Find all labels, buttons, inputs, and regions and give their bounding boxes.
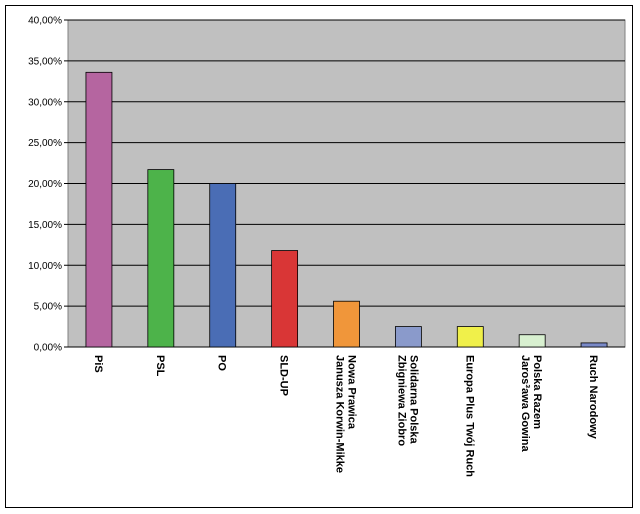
- x-tick-label-line: Zbigniewa Ziobro: [395, 355, 407, 446]
- bar: [147, 169, 175, 348]
- x-tick-label-line: Jaros³awa Gowina: [519, 355, 531, 452]
- x-tick-label-line: SLD-UP: [278, 355, 290, 396]
- bar: [209, 183, 237, 348]
- y-tick-label: 15,00%: [28, 220, 62, 231]
- x-tick-label-line: PSL: [154, 355, 166, 377]
- x-tick-label: Ruch Narodowy: [587, 355, 599, 440]
- x-tick-label-line: Ruch Narodowy: [587, 355, 599, 440]
- x-tick-label: PSL: [154, 355, 166, 377]
- y-tick-label: 5,00%: [34, 302, 62, 313]
- bar: [85, 71, 113, 348]
- y-tick-label: 35,00%: [28, 56, 62, 67]
- x-tick-label: Europa Plus Twój Ruch: [463, 355, 475, 477]
- x-tick-label-line: Europa Plus Twój Ruch: [463, 355, 475, 477]
- x-tick-label-line: PiS: [92, 355, 104, 373]
- x-tick-label: Polska RazemJaros³awa Gowina: [519, 355, 543, 452]
- x-tick-label: Solidarna PolskaZbigniewa Ziobro: [395, 355, 419, 446]
- y-tick-label: 20,00%: [28, 179, 62, 190]
- y-tick-label: 30,00%: [28, 97, 62, 108]
- y-tick-label: 40,00%: [28, 16, 62, 27]
- x-tick-label-line: Polska Razem: [531, 355, 543, 429]
- y-tick-label: 0,00%: [34, 343, 62, 354]
- x-tick-label-line: PO: [216, 355, 228, 371]
- y-tick-label: 25,00%: [28, 138, 62, 149]
- bar: [394, 326, 422, 348]
- bar: [580, 342, 608, 348]
- bar: [333, 300, 360, 348]
- x-tick-label: PO: [216, 355, 228, 371]
- x-tick-label-line: Solidarna Polska: [407, 355, 419, 445]
- x-tick-label-line: Nowa Prawica: [346, 355, 358, 430]
- x-tick-label: SLD-UP: [278, 355, 290, 396]
- bar: [456, 326, 484, 348]
- x-tick-label: PiS: [92, 355, 104, 373]
- bar: [271, 250, 299, 348]
- y-tick-label: 10,00%: [28, 261, 62, 272]
- x-tick-label-line: Janusza Korwin-Mikke: [334, 355, 346, 473]
- bar: [518, 334, 546, 348]
- x-tick-label: Nowa PrawicaJanusza Korwin-Mikke: [334, 355, 358, 473]
